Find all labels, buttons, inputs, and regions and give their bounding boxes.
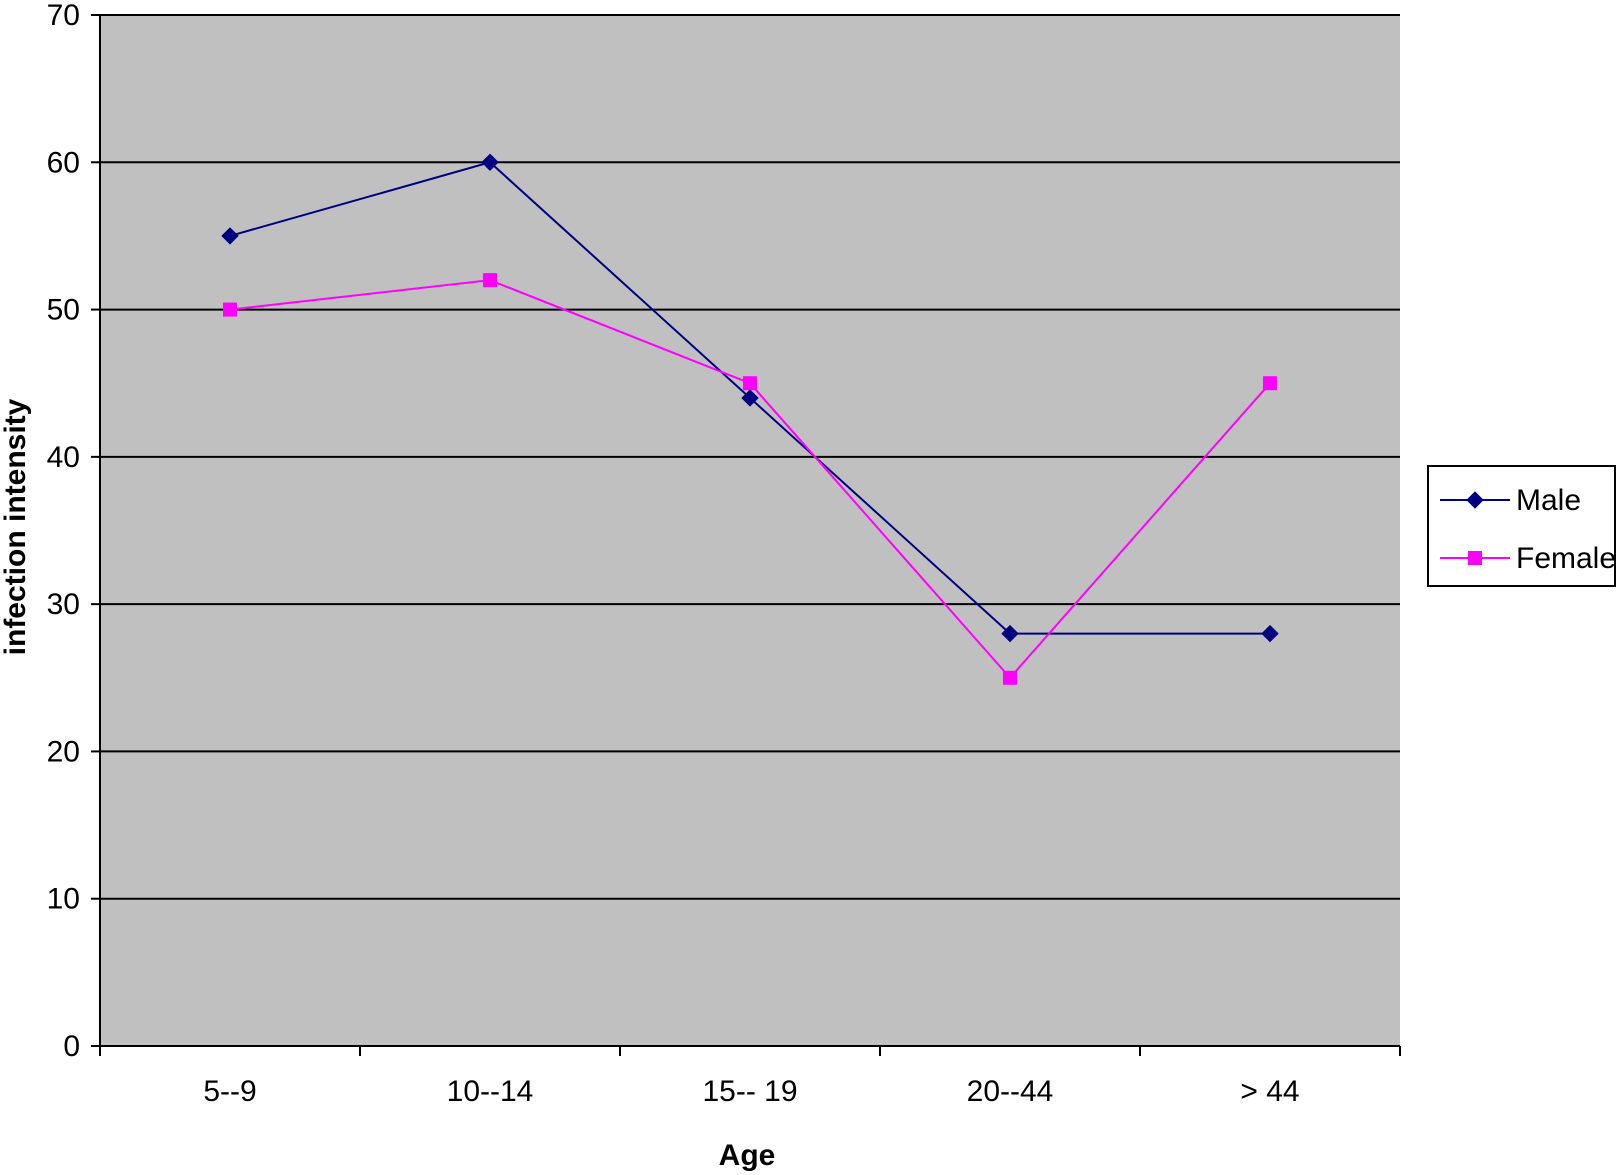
legend-marker-female bbox=[1468, 551, 1482, 565]
x-tick-label: 10--14 bbox=[447, 1075, 534, 1108]
female-point bbox=[1003, 670, 1017, 685]
series bbox=[221, 153, 1279, 685]
gridlines bbox=[100, 14, 1400, 900]
x-tick-label: > 44 bbox=[1240, 1075, 1299, 1108]
male-point bbox=[1261, 624, 1279, 643]
female-series bbox=[223, 273, 1277, 685]
legend-label-male: Male bbox=[1516, 484, 1581, 517]
y-tick-label: 70 bbox=[47, 0, 80, 32]
female-point bbox=[1263, 376, 1277, 391]
y-axis-title: infection intensity bbox=[0, 398, 32, 655]
male-point bbox=[741, 389, 759, 407]
female-point bbox=[483, 273, 497, 288]
plot-area bbox=[100, 15, 1400, 1046]
x-tick-label: 15-- 19 bbox=[702, 1075, 797, 1108]
legend: Male Female bbox=[1427, 465, 1616, 587]
x-tick-label: 5--9 bbox=[203, 1075, 256, 1108]
male-point bbox=[1001, 624, 1019, 643]
female-point bbox=[743, 376, 757, 391]
y-tick-label: 20 bbox=[47, 735, 80, 768]
axes bbox=[91, 14, 1401, 1056]
y-tick-labels: 0 10 20 30 40 50 60 70 bbox=[47, 0, 80, 1063]
y-tick-label: 40 bbox=[47, 441, 80, 474]
y-tick-label: 50 bbox=[47, 294, 80, 327]
x-axis-title: Age bbox=[719, 1139, 776, 1172]
x-tick-labels: 5--9 10--14 15-- 19 20--44 > 44 bbox=[203, 1075, 1299, 1108]
female-point bbox=[223, 302, 237, 317]
legend-label-female: Female bbox=[1516, 542, 1616, 575]
legend-marker-male bbox=[1466, 491, 1484, 509]
y-tick-label: 30 bbox=[47, 588, 80, 621]
male-series bbox=[221, 153, 1279, 643]
x-tick-label: 20--44 bbox=[967, 1075, 1054, 1108]
male-point bbox=[481, 153, 499, 171]
y-tick-label: 0 bbox=[63, 1030, 80, 1063]
male-point bbox=[221, 227, 239, 245]
legend-box bbox=[1427, 465, 1616, 587]
y-tick-label: 10 bbox=[47, 883, 80, 916]
y-tick-label: 60 bbox=[47, 146, 80, 179]
